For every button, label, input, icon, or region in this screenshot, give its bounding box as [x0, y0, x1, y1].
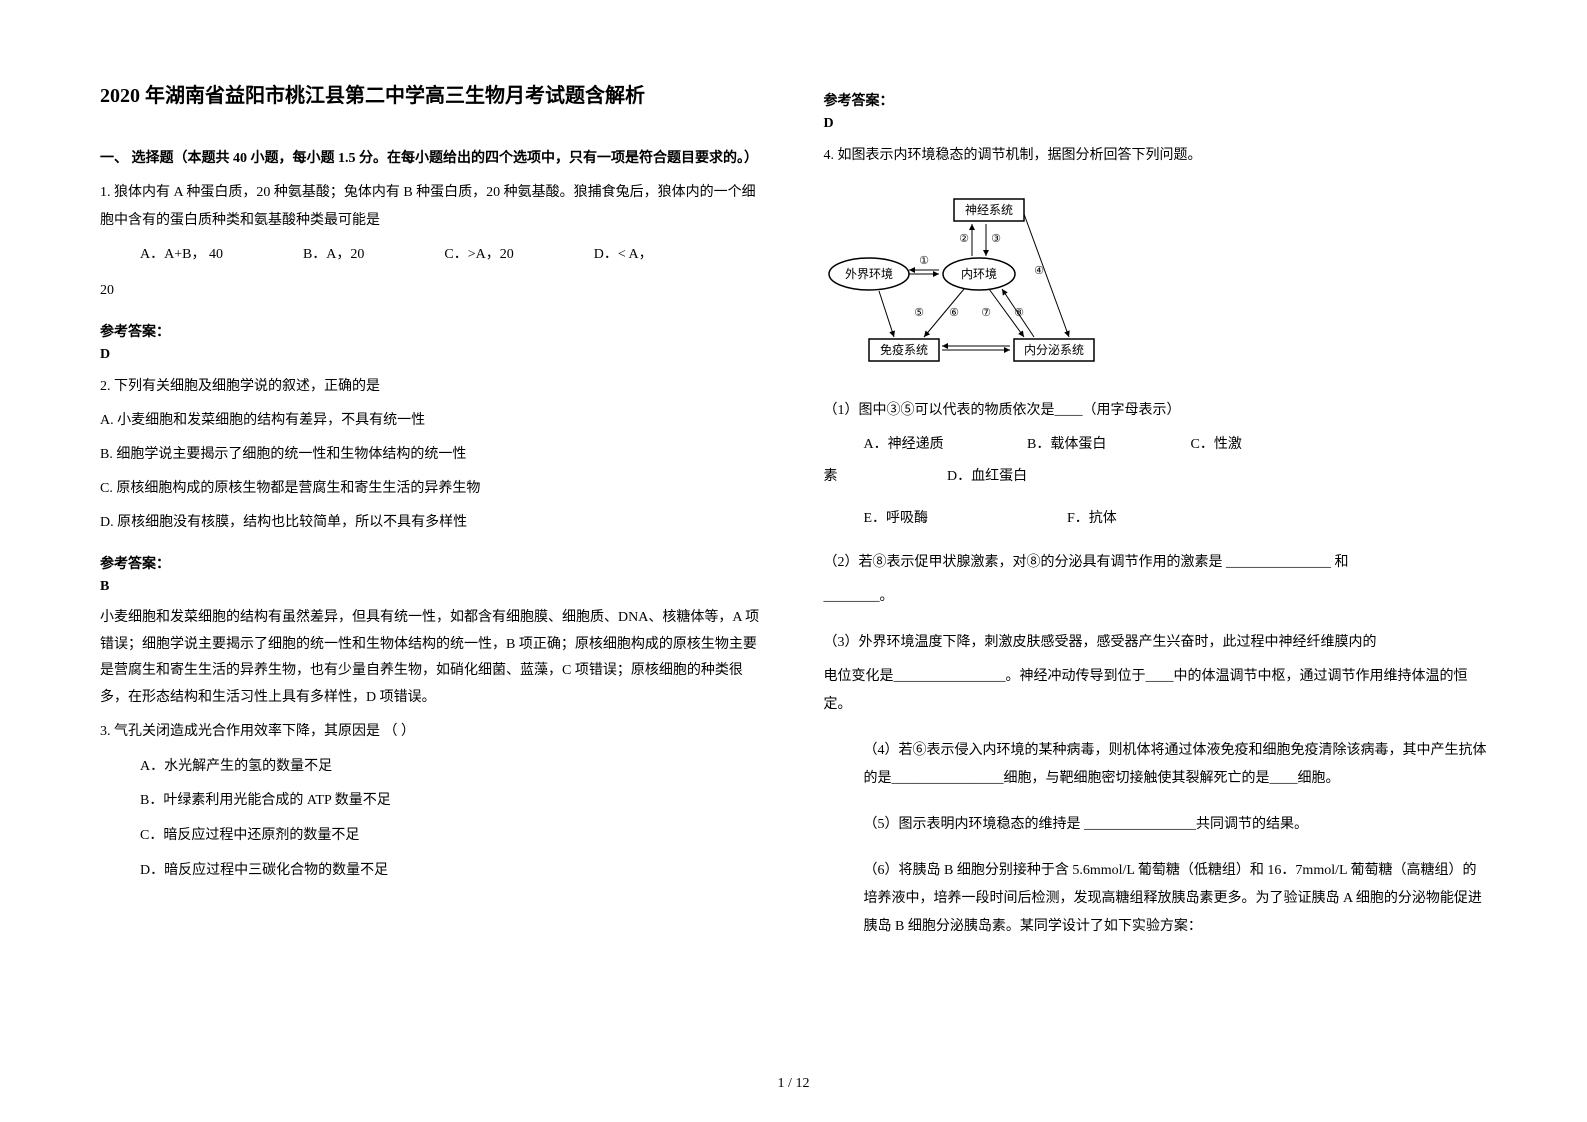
q3-opt-b: B．叶绿素利用光能合成的 ATP 数量不足 — [100, 786, 764, 817]
homeostasis-diagram: 神经系统 外界环境 内环境 免疫系统 内分泌系统 — [824, 194, 1488, 379]
q4-sub1-opts-row3: E．呼吸酶 F．抗体 — [824, 505, 1488, 533]
q1-opt-a: A．A+B， 40 — [140, 241, 223, 269]
left-column: 2020 年湖南省益阳市桃江县第二中学高三生物月考试题含解析 一、 选择题（本题… — [100, 80, 764, 1082]
page-number: 1 / 12 — [778, 1076, 810, 1092]
external-label: 外界环境 — [844, 266, 892, 281]
q4-sub1-opts-row1: A．神经递质 B．载体蛋白 C．性激 — [824, 431, 1488, 459]
q4-sub1: （1）图中③⑤可以代表的物质依次是____（用字母表示） — [824, 397, 1488, 425]
label-6: ⑥ — [949, 307, 959, 319]
q4-sub2-trail: ________。 — [824, 583, 1488, 611]
q4s1-c: C．性激 — [1191, 437, 1242, 452]
question-2-text: 2. 下列有关细胞及细胞学说的叙述，正确的是 — [100, 373, 764, 401]
q4-sub4: （4）若⑥表示侵入内环境的某种病毒，则机体将通过体液免疫和细胞免疫清除该病毒，其… — [824, 737, 1488, 793]
q3-answer-label: 参考答案： — [824, 90, 1488, 110]
q3-opt-c: C．暗反应过程中还原剂的数量不足 — [100, 821, 764, 852]
q1-trailing: 20 — [100, 277, 764, 305]
q3-answer: D — [824, 116, 1488, 132]
q4s1-b: B．载体蛋白 — [1027, 431, 1187, 459]
q4-sub6: （6）将胰岛 B 细胞分别接种于含 5.6mmol/L 葡萄糖（低糖组）和 16… — [824, 857, 1488, 941]
diagram-svg: 神经系统 外界环境 内环境 免疫系统 内分泌系统 — [824, 194, 1164, 374]
label-5: ⑤ — [914, 307, 924, 319]
q4s1-f: F．抗体 — [1067, 511, 1117, 526]
q4s1-e: E．呼吸酶 — [864, 505, 1064, 533]
q4-sub5: （5）图示表明内环境稳态的维持是 ________________共同调节的结果… — [824, 811, 1488, 839]
q1-opt-b: B．A，20 — [303, 241, 364, 269]
q4-sub3-line2: 电位变化是________________。神经冲动传导到位于____中的体温调… — [824, 663, 1488, 719]
q1-answer-label: 参考答案： — [100, 321, 764, 341]
q1-answer: D — [100, 347, 764, 363]
label-3: ③ — [991, 233, 1001, 245]
document-title: 2020 年湖南省益阳市桃江县第二中学高三生物月考试题含解析 — [100, 80, 764, 112]
q4s1-a: A．神经递质 — [864, 431, 1024, 459]
section-header: 一、 选择题（本题共 40 小题，每小题 1.5 分。在每小题给出的四个选项中，… — [100, 146, 764, 171]
q2-opt-a: A. 小麦细胞和发菜细胞的结构有差异，不具有统一性 — [100, 407, 764, 435]
label-2: ② — [959, 233, 969, 245]
q1-opt-c: C．>A，20 — [444, 241, 513, 269]
q2-explanation: 小麦细胞和发菜细胞的结构有虽然差异，但具有统一性，如都含有细胞膜、细胞质、DNA… — [100, 605, 764, 711]
label-4: ④ — [1034, 265, 1044, 277]
q4-sub2: （2）若⑧表示促甲状腺激素，对⑧的分泌具有调节作用的激素是 __________… — [824, 549, 1488, 577]
q2-answer: B — [100, 579, 764, 595]
q4s1-d: D．血红蛋白 — [947, 469, 1027, 484]
label-7: ⑦ — [981, 307, 991, 319]
endocrine-label: 内分泌系统 — [1023, 343, 1083, 357]
q4-sub1-opts-row2: 素 D．血红蛋白 — [824, 463, 1488, 491]
label-8: ⑧ — [1014, 307, 1024, 319]
q1-opt-d: D．< A， — [594, 241, 653, 269]
q4s1-c2: 素 — [824, 463, 944, 491]
q4-sub3: （3）外界环境温度下降，刺激皮肤感受器，感受器产生兴奋时，此过程中神经纤维膜内的 — [824, 629, 1488, 657]
q3-opt-d: D．暗反应过程中三碳化合物的数量不足 — [100, 856, 764, 887]
q2-opt-b: B. 细胞学说主要揭示了细胞的统一性和生物体结构的统一性 — [100, 441, 764, 469]
q2-opt-c: C. 原核细胞构成的原核生物都是营腐生和寄生生活的异养生物 — [100, 475, 764, 503]
question-1-text: 1. 狼体内有 A 种蛋白质，20 种氨基酸；兔体内有 B 种蛋白质，20 种氨… — [100, 179, 764, 235]
right-column: 参考答案： D 4. 如图表示内环境稳态的调节机制，据图分析回答下列问题。 神经… — [824, 80, 1488, 1082]
internal-label: 内环境 — [960, 266, 996, 281]
q2-answer-label: 参考答案： — [100, 553, 764, 573]
q3-opt-a: A．水光解产生的氢的数量不足 — [100, 752, 764, 783]
question-4-text: 4. 如图表示内环境稳态的调节机制，据图分析回答下列问题。 — [824, 142, 1488, 170]
question-3-text: 3. 气孔关闭造成光合作用效率下降，其原因是 （ ） — [100, 718, 764, 746]
q2-opt-d: D. 原核细胞没有核膜，结构也比较简单，所以不具有多样性 — [100, 509, 764, 537]
question-1-options: A．A+B， 40 B．A，20 C．>A，20 D．< A， — [100, 241, 764, 269]
immune-label: 免疫系统 — [879, 342, 927, 357]
label-1: ① — [919, 255, 929, 267]
nervous-label: 神经系统 — [964, 203, 1012, 217]
